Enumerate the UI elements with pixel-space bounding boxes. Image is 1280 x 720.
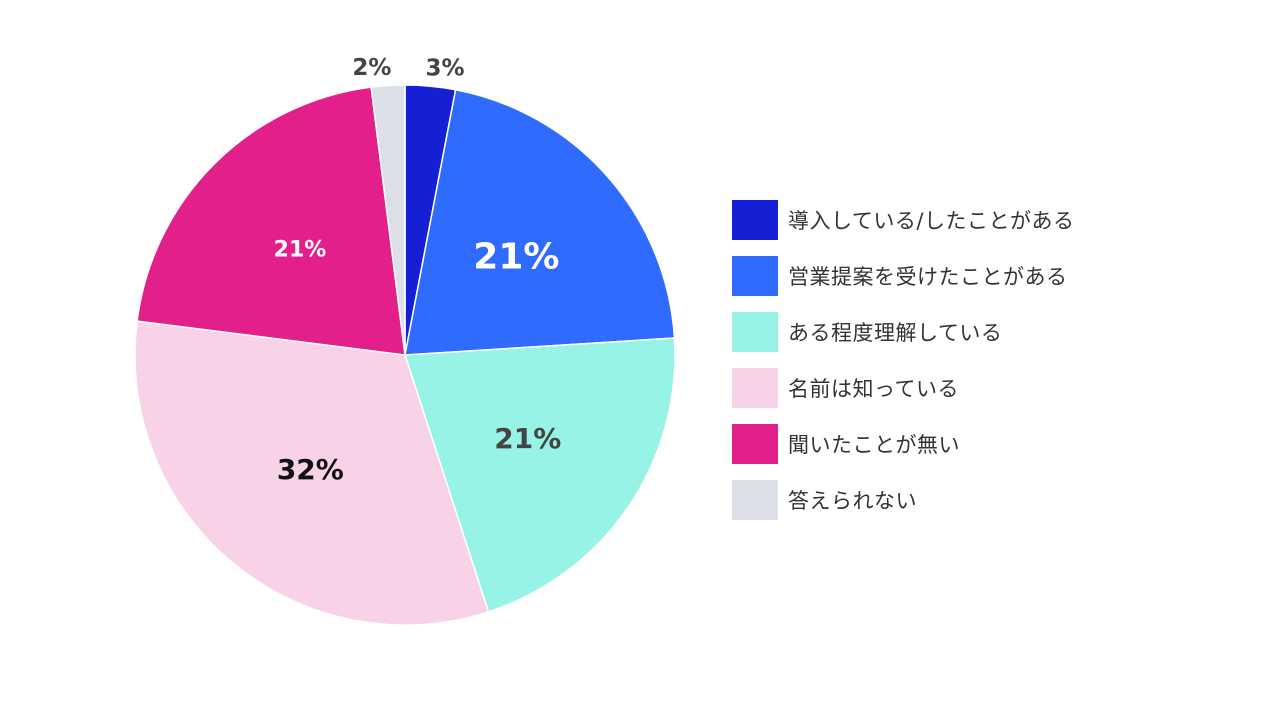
pie-slice (404, 88, 676, 356)
legend-label: 営業提案を受けたことがある (788, 265, 1068, 289)
legend-label: 導入している/したことがある (788, 209, 1075, 233)
pie-slice-label: 32% (277, 453, 344, 486)
pie-slice (370, 84, 406, 356)
pie-slice-label: 2% (352, 55, 391, 81)
legend-swatch (732, 480, 778, 520)
legend-item: 答えられない (732, 480, 1252, 520)
legend-swatch (732, 256, 778, 296)
legend-swatch (732, 312, 778, 352)
legend-label: 名前は知っている (788, 377, 959, 401)
legend-swatch (732, 368, 778, 408)
legend-item: 営業提案を受けたことがある (732, 256, 1252, 296)
pie-slice-label: 21% (274, 237, 327, 262)
legend-label: ある程度理解している (788, 321, 1003, 345)
legend-item: 導入している/したことがある (732, 200, 1252, 240)
legend-swatch (732, 200, 778, 240)
legend-item: ある程度理解している (732, 312, 1252, 352)
pie-slice (136, 86, 406, 356)
legend-item: 名前は知っている (732, 368, 1252, 408)
legend: 導入している/したことがある 営業提案を受けたことがある ある程度理解している 名前は… (732, 200, 1252, 536)
pie-slice (134, 320, 490, 626)
legend-label: 答えられない (788, 489, 917, 513)
pie-slice-label: 3% (426, 56, 465, 82)
pie-slice-label: 21% (473, 236, 559, 277)
legend-item: 聞いたことが無い (732, 424, 1252, 464)
pie-slice-label: 21% (494, 422, 561, 455)
legend-label: 聞いたことが無い (788, 433, 960, 457)
pie-slices (134, 84, 676, 626)
pie-slice-labels: 3% 21% 21% 32% 21% 2% (274, 55, 562, 486)
pie-slice (403, 337, 676, 613)
legend-swatch (732, 424, 778, 464)
